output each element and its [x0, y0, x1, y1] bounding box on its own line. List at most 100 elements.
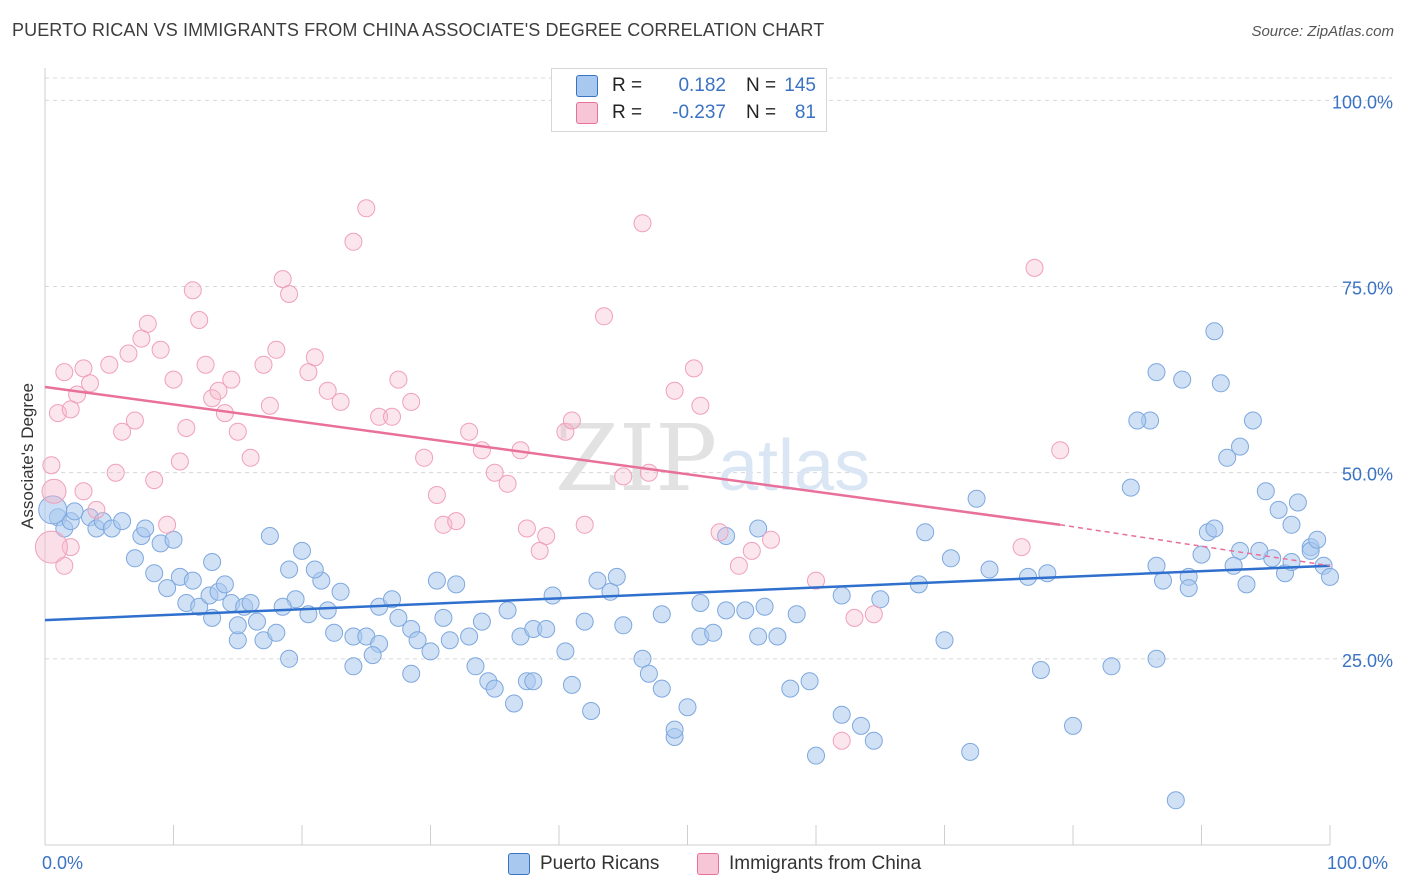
point-puerto-rican	[427, 571, 446, 590]
point-puerto-rican	[980, 560, 999, 579]
point-puerto-rican	[1173, 370, 1192, 389]
point-puerto-rican	[1269, 500, 1288, 519]
point-immigrant-china	[845, 608, 864, 627]
point-puerto-rican	[736, 601, 755, 620]
watermark-atlas: atlas	[718, 426, 870, 506]
point-puerto-rican	[485, 679, 504, 698]
point-puerto-rican	[1231, 437, 1249, 456]
point-puerto-rican	[228, 616, 247, 635]
point-puerto-rican	[241, 594, 260, 612]
point-puerto-rican	[421, 642, 440, 661]
stats-legend: R = 0.182 N = 145 R = -0.237 N = 81	[551, 68, 827, 132]
point-immigrant-china	[190, 311, 209, 329]
point-puerto-rican	[460, 627, 479, 646]
point-immigrant-china	[402, 392, 421, 411]
point-puerto-rican	[447, 575, 466, 594]
x-max-label: 100.0%	[1327, 853, 1389, 873]
point-immigrant-china	[1012, 538, 1031, 557]
point-immigrant-china	[183, 281, 202, 300]
y-tick-label: 100.0%	[1332, 92, 1393, 112]
point-immigrant-china	[762, 530, 780, 549]
point-puerto-rican	[190, 597, 209, 616]
point-immigrant-china	[164, 370, 183, 389]
point-puerto-rican	[389, 608, 408, 627]
point-immigrant-china	[595, 307, 613, 326]
r-label: R =	[612, 75, 643, 96]
point-puerto-rican	[164, 530, 183, 549]
point-puerto-rican	[267, 623, 286, 642]
point-immigrant-china	[684, 359, 703, 378]
point-immigrant-china	[273, 270, 292, 289]
point-immigrant-china	[305, 348, 324, 367]
point-immigrant-china	[575, 515, 594, 534]
point-puerto-rican	[575, 612, 594, 631]
point-puerto-rican	[941, 549, 960, 568]
point-puerto-rican	[1321, 567, 1339, 586]
point-puerto-rican	[344, 657, 363, 676]
point-puerto-rican	[864, 731, 883, 750]
legend-label: Immigrants from China	[729, 853, 922, 874]
point-immigrant-china	[639, 463, 658, 482]
x-min-label: 0.0%	[42, 853, 84, 873]
legend-row-immigrants-china: R = -0.237 N = 81	[576, 100, 816, 126]
point-puerto-rican	[524, 672, 543, 691]
r-value: 0.182	[678, 75, 726, 96]
point-immigrant-china	[691, 396, 710, 415]
point-puerto-rican	[562, 675, 581, 694]
point-immigrant-china	[331, 392, 350, 411]
point-puerto-rican	[325, 623, 344, 642]
point-puerto-rican	[1205, 519, 1224, 538]
point-puerto-rican	[871, 590, 890, 609]
y-tick-label: 25.0%	[1342, 651, 1393, 671]
point-puerto-rican	[935, 631, 954, 650]
r-value: -0.237	[672, 102, 726, 123]
point-immigrant-china	[357, 199, 376, 218]
point-puerto-rican	[800, 672, 819, 691]
trendline-puerto-ricans	[44, 564, 1331, 622]
point-immigrant-china	[34, 530, 68, 564]
point-puerto-rican	[38, 495, 68, 525]
point-immigrant-china	[55, 363, 74, 382]
y-axis-label: Associate's Degree	[18, 383, 37, 529]
point-immigrant-china	[1051, 441, 1070, 460]
point-puerto-rican	[273, 597, 292, 616]
point-puerto-rican	[505, 694, 523, 713]
point-immigrant-china	[556, 422, 575, 441]
legend-label: Puerto Ricans	[540, 853, 660, 874]
n-value: 145	[784, 75, 816, 96]
point-puerto-rican	[158, 579, 177, 598]
point-puerto-rican	[1192, 545, 1211, 564]
point-immigrant-china	[562, 411, 581, 430]
point-immigrant-china	[318, 381, 337, 400]
trendline-immigrants-china-extension	[1060, 524, 1331, 567]
point-immigrant-china	[614, 467, 633, 486]
point-immigrant-china	[447, 512, 466, 531]
point-immigrant-china	[42, 456, 61, 475]
point-puerto-rican	[633, 649, 652, 668]
point-puerto-rican	[556, 642, 575, 661]
point-puerto-rican	[215, 575, 234, 594]
point-puerto-rican	[639, 664, 658, 683]
point-puerto-rican	[768, 627, 787, 646]
point-immigrant-china	[74, 359, 93, 378]
bottom-legend-immigrants-china: Immigrants from China	[697, 852, 921, 876]
point-puerto-rican	[1308, 530, 1327, 549]
point-puerto-rican	[472, 612, 491, 631]
point-puerto-rican	[614, 616, 633, 635]
point-immigrant-china	[61, 400, 80, 419]
point-puerto-rican	[318, 601, 337, 620]
point-puerto-rican	[691, 594, 710, 612]
point-puerto-rican	[1243, 411, 1262, 430]
n-label: N =	[746, 75, 777, 96]
point-puerto-rican	[125, 549, 144, 568]
point-immigrant-china	[710, 523, 729, 542]
point-immigrant-china	[485, 463, 504, 482]
point-puerto-rican	[832, 705, 851, 724]
point-puerto-rican	[807, 746, 825, 765]
legend-row-puerto-ricans: R = 0.182 N = 145	[576, 73, 816, 99]
point-immigrant-china	[158, 515, 177, 534]
point-puerto-rican	[183, 571, 202, 590]
point-immigrant-china	[119, 344, 138, 363]
point-immigrant-china	[299, 363, 318, 382]
